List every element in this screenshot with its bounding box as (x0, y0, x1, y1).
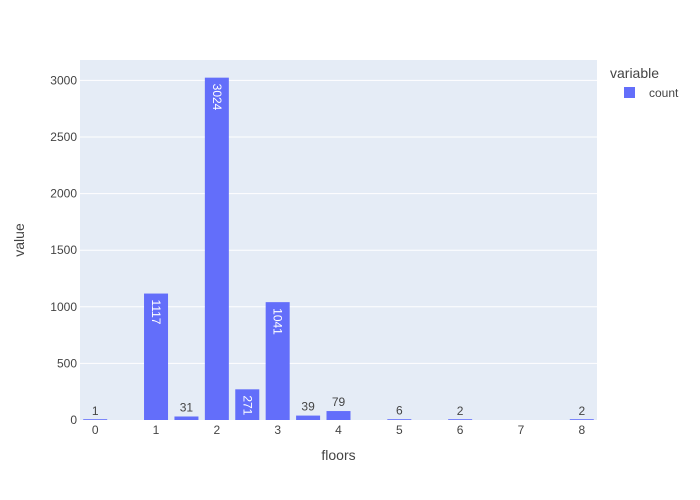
bars (83, 77, 594, 421)
y-tick-label: 2500 (50, 130, 77, 144)
legend-label-count[interactable]: count (649, 86, 679, 100)
x-tick-label: 7 (518, 423, 525, 437)
legend[interactable]: variable count (610, 65, 679, 100)
legend-swatch-count[interactable] (624, 87, 635, 98)
x-axis-title: floors (321, 447, 355, 463)
bar[interactable] (235, 389, 260, 420)
y-tick-label: 1000 (50, 300, 77, 314)
y-axis-ticks: 0 500 1000 1500 2000 2500 3000 (50, 73, 77, 427)
y-axis-title: value (11, 223, 27, 257)
x-tick-label: 5 (396, 423, 403, 437)
y-tick-label: 2000 (50, 187, 77, 201)
bar[interactable] (569, 419, 594, 420)
bar-data-label: 1117 (149, 300, 163, 325)
bar[interactable] (83, 419, 108, 420)
bar-data-label: 1 (92, 404, 99, 418)
bar[interactable] (387, 419, 412, 420)
bar-data-label: 3024 (210, 84, 224, 111)
bar-data-label: 31 (180, 400, 194, 414)
bar[interactable] (326, 411, 351, 420)
x-tick-label: 1 (153, 423, 160, 437)
bar-data-label: 6 (396, 403, 403, 417)
bar[interactable] (265, 302, 290, 420)
x-tick-label: 4 (335, 423, 342, 437)
y-tick-label: 1500 (50, 243, 77, 257)
bar-labels: 1 1117 31 3024 271 1041 39 79 6 2 2 (92, 84, 586, 418)
bar-data-label: 1041 (271, 308, 285, 335)
y-tick-label: 0 (70, 413, 77, 427)
bar-data-label: 2 (578, 404, 585, 418)
bar[interactable] (448, 419, 473, 420)
x-tick-label: 6 (457, 423, 464, 437)
y-tick-label: 3000 (50, 73, 77, 87)
legend-title: variable (610, 65, 659, 81)
bar-data-label: 2 (457, 404, 464, 418)
bar[interactable] (144, 293, 169, 420)
bar-data-label: 79 (332, 395, 346, 409)
bar[interactable] (204, 77, 229, 421)
x-tick-label: 0 (92, 423, 99, 437)
bar[interactable] (174, 416, 199, 420)
x-tick-label: 8 (578, 423, 585, 437)
bar[interactable] (296, 415, 321, 420)
x-tick-label: 3 (274, 423, 281, 437)
bar-data-label: 271 (240, 395, 254, 415)
bar-data-label: 39 (301, 400, 315, 414)
x-axis-ticks: 0 1 2 3 4 5 6 7 8 (92, 423, 586, 437)
x-tick-label: 2 (214, 423, 221, 437)
y-tick-label: 500 (57, 356, 77, 370)
